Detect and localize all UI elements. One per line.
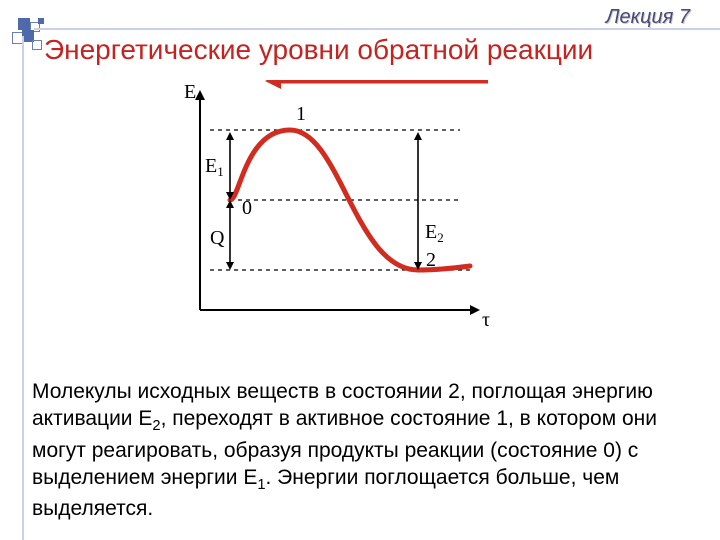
decor-square	[32, 40, 42, 50]
diagram-label: 0	[242, 197, 252, 219]
arrowhead	[195, 90, 205, 100]
slide: Лекция 7 Энергетические уровни обратной …	[0, 0, 720, 540]
label-E2: E2	[425, 221, 444, 245]
arrowhead	[414, 132, 422, 140]
arrowhead	[226, 132, 234, 140]
arrowhead	[226, 262, 234, 270]
double-arrow	[414, 132, 422, 270]
diagram-label: E	[184, 81, 196, 103]
double-arrow	[226, 132, 234, 200]
diagram-label: τ	[482, 309, 490, 331]
slide-title: Энергетические уровни обратной реакции	[44, 34, 593, 66]
body-paragraph: Молекулы исходных веществ в состоянии 2,…	[32, 378, 688, 522]
decor-vline	[22, 36, 24, 540]
label-E1: E1	[205, 155, 224, 179]
decor-square	[18, 18, 30, 30]
decor-square	[38, 18, 44, 24]
diagram-svg: Eτ E1 E2 Q 1 0 2	[170, 80, 510, 360]
arrowhead	[470, 305, 480, 315]
energy-diagram: Eτ E1 E2 Q 1 0 2	[170, 80, 510, 360]
label-Q: Q	[210, 227, 225, 249]
lecture-label: Лекция 7	[606, 6, 690, 29]
double-arrow	[226, 200, 234, 270]
diagram-label: 2	[426, 249, 436, 271]
diagram-label: 1	[296, 103, 306, 125]
arrowhead	[265, 80, 281, 89]
